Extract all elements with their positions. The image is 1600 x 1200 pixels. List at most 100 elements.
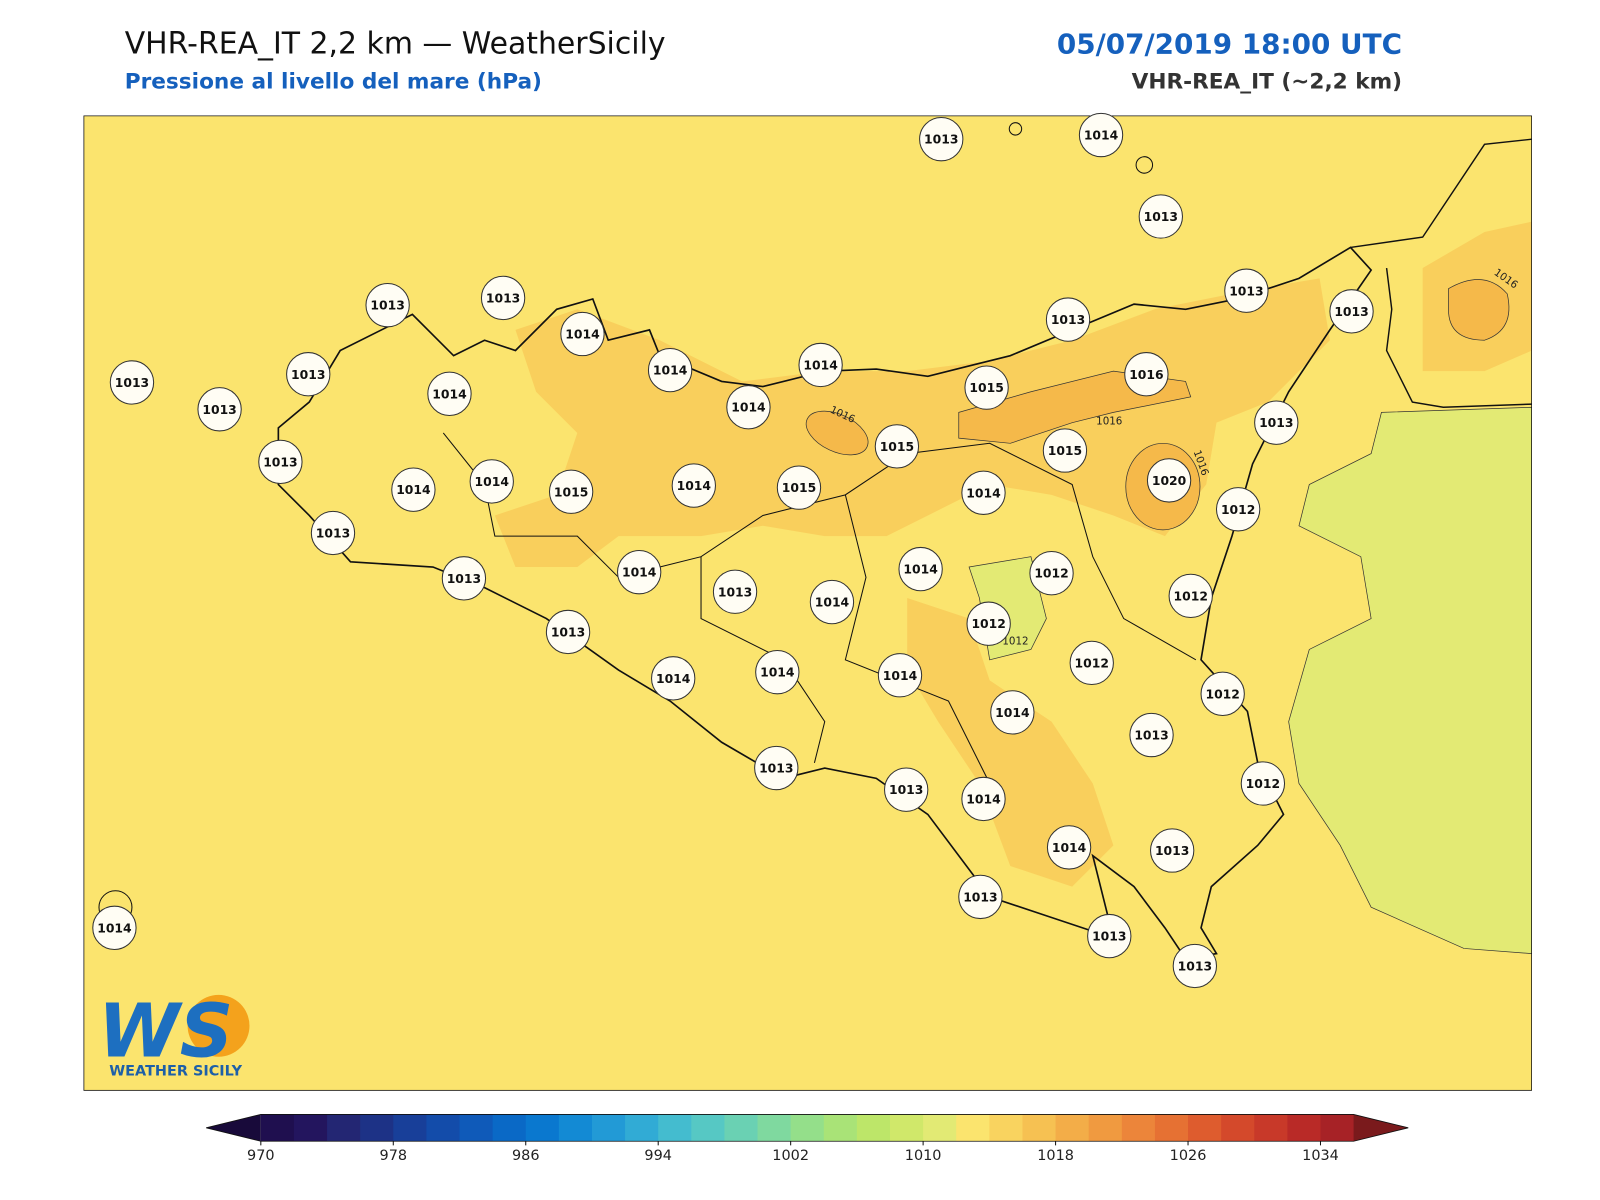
station-marker [365,282,410,328]
station-marker [548,469,594,514]
colorbar-swatch [260,1114,295,1142]
station-value: 1014 [653,364,688,378]
station-marker [1069,640,1114,686]
station-value: 1013 [202,403,236,417]
colorbar-swatch [293,1114,328,1142]
station-value: 1015 [969,381,1003,395]
station-marker [1146,458,1192,503]
station-value: 1013 [1155,844,1189,858]
datetime: 05/07/2019 18:00 UTC [1057,28,1402,61]
logo-sun [187,994,250,1057]
contour-label: 1012 [1002,635,1028,647]
colorbar-tick-label: 1026 [1170,1148,1207,1164]
station-value: 1012 [1205,687,1239,701]
colorbar: 970 978 986 994 1002 1010 1018 1026 1034 [206,1114,1409,1164]
logo-mark: WS [98,988,233,1075]
station-marker [1200,671,1245,716]
colorbar-swatch [558,1114,593,1142]
station-value: 1013 [1134,729,1168,743]
station-marker [1029,551,1074,596]
station-marker [990,690,1035,735]
station-marker [92,905,137,950]
station-marker [898,546,943,592]
station-value: 1013 [1259,416,1293,430]
station-value: 1020 [1152,474,1187,488]
colorbar-swatch [1088,1114,1123,1142]
colorbar-tick-label: 1018 [1037,1148,1074,1164]
station-value: 1013 [759,762,793,776]
colorbar-swatch [1254,1114,1288,1142]
station-value: 1012 [1221,503,1255,517]
station-marker [958,874,1003,920]
station-marker [798,342,843,388]
colorbar-swatch [923,1114,957,1142]
station-marker [726,385,771,430]
station-marker [391,467,436,512]
low-pressure-area [1288,406,1532,954]
colorbar-tick-label: 970 [247,1148,275,1164]
station-value: 1013 [1229,284,1263,298]
station-marker [258,439,303,485]
station-marker [109,360,155,405]
station-value: 1014 [396,483,431,497]
stations: 1013 1014 1013 1013 1013 1013 1013 1013 1014 1014… [92,112,1374,989]
calabria-coast [1385,267,1532,408]
subtitle: Pressione al livello del mare (hPa) [125,70,542,95]
island [1135,156,1154,174]
contour-label: 1016 [1096,416,1122,428]
station-value: 1013 [291,368,325,382]
station-value: 1012 [1075,656,1109,670]
station-value: 1013 [1178,960,1212,974]
station-value: 1013 [263,455,297,469]
station-marker [1215,487,1261,532]
station-marker [964,365,1009,410]
colorbar-swatch [1287,1114,1322,1142]
colorbar-swatch [658,1114,692,1142]
colorbar-swatch [989,1114,1023,1142]
station-marker [560,311,605,357]
station-value: 1015 [1048,444,1082,458]
station-value: 1014 [883,669,918,683]
station-marker [961,776,1006,822]
station-marker [197,387,242,432]
station-value: 1015 [782,481,816,495]
colorbar-swatch [525,1114,560,1142]
station-marker [877,653,923,698]
station-marker [809,579,855,625]
colorbar-swatch [956,1114,990,1142]
station-marker [1046,825,1092,870]
station-value: 1014 [731,401,766,415]
station-value: 1013 [963,890,997,904]
colorbar-over [1353,1114,1409,1142]
station-value: 1012 [1246,777,1280,791]
station-marker [874,424,920,469]
colorbar-swatch [625,1114,659,1142]
station-marker [469,459,514,504]
colorbar-under [206,1114,261,1142]
station-marker [310,510,356,556]
colorbar-swatch [1221,1114,1255,1142]
logo: WS WEATHER SICILY [98,988,250,1079]
colorbar-swatch [890,1114,924,1142]
station-value: 1013 [1051,313,1085,327]
station-marker [1172,943,1218,989]
station-marker [961,470,1006,515]
colorbar-swatch [790,1114,825,1142]
station-value: 1014 [677,479,712,493]
station-marker [286,352,331,397]
colorbar-swatch [327,1114,361,1142]
station-marker [545,609,591,655]
station-value: 1014 [995,706,1030,720]
colorbar-tick-label: 994 [644,1148,672,1164]
station-marker [1240,761,1286,806]
station-value: 1013 [1144,210,1178,224]
station-marker [1087,913,1132,959]
station-marker [671,463,716,508]
station-value: 1015 [554,485,588,499]
station-value: 1014 [815,596,850,610]
station-value: 1013 [115,376,149,390]
colorbar-swatch [823,1114,858,1142]
station-marker [712,569,758,614]
station-marker [1149,828,1195,873]
